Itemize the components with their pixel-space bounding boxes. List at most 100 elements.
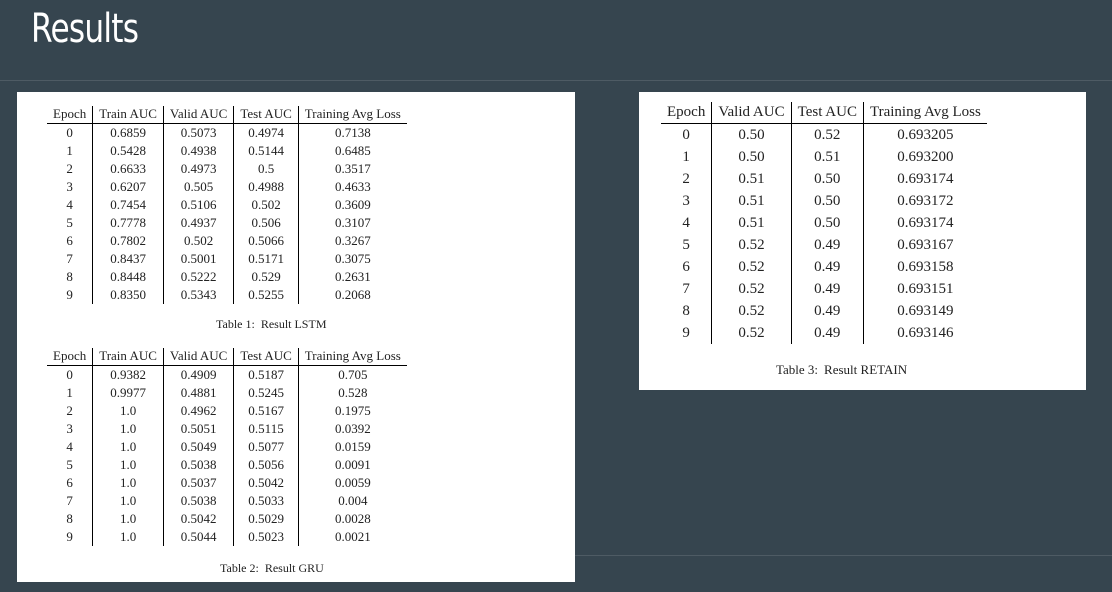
table-row: 8 0.8448 0.5222 0.529 0.2631 <box>47 268 407 286</box>
table-cell: 8 <box>66 269 73 284</box>
table-row: 3 0.6207 0.505 0.4988 0.4633 <box>47 178 407 196</box>
table-cell: 0.6207 <box>92 178 164 196</box>
table-cell: 2 <box>66 161 73 176</box>
table-cell: 0.506 <box>233 214 299 232</box>
table-cell: 0.5037 <box>162 474 234 492</box>
table-row: 5 0.7778 0.4937 0.506 0.3107 <box>47 214 407 232</box>
table-cell: 0.693174 <box>862 168 987 190</box>
table-cell: 0.5428 <box>92 142 164 160</box>
table-row: 1 0.9977 0.4881 0.5245 0.528 <box>47 384 407 402</box>
table-cell: 1 <box>66 385 73 400</box>
table-cell: 0.52 <box>711 256 792 278</box>
table-cell: 0.4909 <box>162 365 234 384</box>
table-row: 9 0.52 0.49 0.693146 <box>661 322 987 344</box>
column-header: Test AUC <box>790 102 864 124</box>
table-cell: 0.49 <box>790 278 864 300</box>
table-row: 9 0.8350 0.5343 0.5255 0.2068 <box>47 286 407 304</box>
table-header-row: Epoch Train AUC Valid AUC Test AUC Training … <box>47 348 407 366</box>
table-cell: 1 <box>66 143 73 158</box>
table-cell: 0.0059 <box>297 474 407 492</box>
table-row: 2 0.6633 0.4973 0.5 0.3517 <box>47 160 407 178</box>
table-cell: 0.5144 <box>233 142 299 160</box>
table-cell: 0.52 <box>711 322 792 344</box>
table-cell: 0.505 <box>162 178 234 196</box>
table-cell: 3 <box>682 193 690 209</box>
table-header-row: Epoch Valid AUC Test AUC Training Avg Loss <box>661 102 987 124</box>
table-cell: 0.5077 <box>233 438 299 456</box>
table-cell: 0.5038 <box>162 492 234 510</box>
table-cell: 0.0028 <box>297 510 407 528</box>
table-cell: 0.693146 <box>862 322 987 344</box>
table-cell: 1.0 <box>92 474 164 492</box>
caption-label: Table 3: <box>776 362 819 377</box>
table-cell: 2 <box>682 171 690 187</box>
table-cell: 0.4938 <box>162 142 234 160</box>
table-cell: 0.51 <box>711 168 792 190</box>
column-header: Training Avg Loss <box>297 348 407 366</box>
table-cell: 0.52 <box>711 300 792 322</box>
table-cell: 7 <box>66 493 73 508</box>
caption-text: Result RETAIN <box>824 362 908 377</box>
table-cell: 0.693167 <box>862 234 987 256</box>
table-cell: 0.502 <box>233 196 299 214</box>
table-cell: 0.5106 <box>162 196 234 214</box>
column-header: Test AUC <box>233 106 299 124</box>
table-cell: 0.5044 <box>162 528 234 546</box>
table-row: 1 0.50 0.51 0.693200 <box>661 146 987 168</box>
table-cell: 0.8448 <box>92 268 164 286</box>
table-cell: 0.50 <box>711 146 792 168</box>
table-cell: 0.4881 <box>162 384 234 402</box>
table-cell: 0.50 <box>790 168 864 190</box>
column-header: Train AUC <box>92 348 164 366</box>
table-row: 8 1.0 0.5042 0.5029 0.0028 <box>47 510 407 528</box>
table-cell: 1.0 <box>92 510 164 528</box>
table-cell: 0.4633 <box>297 178 407 196</box>
table-cell: 0.3107 <box>297 214 407 232</box>
table-cell: 0.5 <box>233 160 299 178</box>
caption-text: Result LSTM <box>260 317 327 331</box>
table-cell: 5 <box>682 237 690 253</box>
table-result-gru: Epoch Train AUC Valid AUC Test AUC Training … <box>47 348 407 546</box>
table-cell: 0.4962 <box>162 402 234 420</box>
table-cell: 0.7454 <box>92 196 164 214</box>
table-cell: 0.3267 <box>297 232 407 250</box>
table-cell: 0.49 <box>790 234 864 256</box>
table-cell: 0.3075 <box>297 250 407 268</box>
column-header: Train AUC <box>92 106 164 124</box>
table-cell: 9 <box>66 529 73 544</box>
table-result-lstm: Epoch Train AUC Valid AUC Test AUC Training … <box>47 106 407 304</box>
table-cell: 3 <box>66 179 73 194</box>
table-row: 0 0.9382 0.4909 0.5187 0.705 <box>47 365 407 384</box>
table-cell: 0.693158 <box>862 256 987 278</box>
table-row: 4 1.0 0.5049 0.5077 0.0159 <box>47 438 407 456</box>
column-header: Test AUC <box>233 348 299 366</box>
retain-table-image: Epoch Valid AUC Test AUC Training Avg Loss … <box>639 92 1086 390</box>
table-row: 6 1.0 0.5037 0.5042 0.0059 <box>47 474 407 492</box>
table-cell: 0 <box>66 367 73 382</box>
table-cell: 0.8350 <box>92 286 164 304</box>
table-result-retain: Epoch Valid AUC Test AUC Training Avg Loss … <box>661 102 987 344</box>
table-row: 2 1.0 0.4962 0.5167 0.1975 <box>47 402 407 420</box>
table-cell: 0.1975 <box>297 402 407 420</box>
caption-label: Table 1: <box>216 317 255 331</box>
column-header: Valid AUC <box>162 106 234 124</box>
table-cell: 0.0159 <box>297 438 407 456</box>
table-cell: 0.5066 <box>233 232 299 250</box>
lstm-gru-tables-image: Epoch Train AUC Valid AUC Test AUC Training … <box>17 92 575 582</box>
table-cell: 0.51 <box>711 190 792 212</box>
table-cell: 0.5049 <box>162 438 234 456</box>
column-header: Valid AUC <box>711 102 792 124</box>
table-row: 1 0.5428 0.4938 0.5144 0.6485 <box>47 142 407 160</box>
table-cell: 0.52 <box>711 234 792 256</box>
table-cell: 1.0 <box>92 456 164 474</box>
table-row: 3 1.0 0.5051 0.5115 0.0392 <box>47 420 407 438</box>
table-cell: 0.693172 <box>862 190 987 212</box>
table-cell: 0.49 <box>790 256 864 278</box>
table-cell: 0.52 <box>711 278 792 300</box>
table-cell: 0.0091 <box>297 456 407 474</box>
table-cell: 0 <box>66 125 73 140</box>
table-cell: 0.4988 <box>233 178 299 196</box>
table-cell: 0.5038 <box>162 456 234 474</box>
table-header-row: Epoch Train AUC Valid AUC Test AUC Training … <box>47 106 407 124</box>
table-cell: 1.0 <box>92 528 164 546</box>
